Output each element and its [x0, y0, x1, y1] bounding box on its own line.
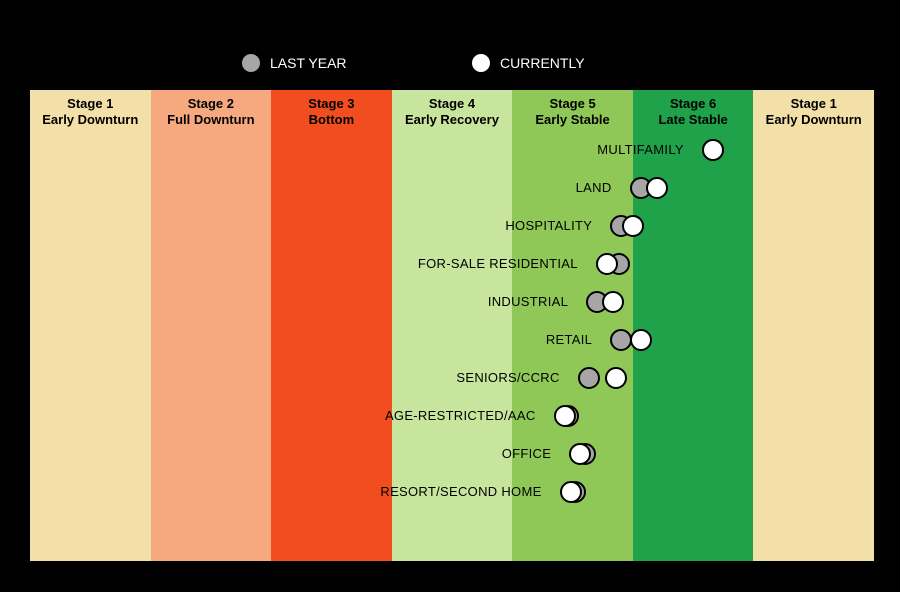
stage-header: Stage 1 Early Downturn — [30, 90, 151, 127]
marker-currently — [702, 139, 724, 161]
stage-header: Stage 6 Late Stable — [633, 90, 754, 127]
stage-header: Stage 4 Early Recovery — [392, 90, 513, 127]
row-label: HOSPITALITY — [505, 218, 592, 233]
stage-column: Stage 2 Full Downturn — [151, 90, 272, 561]
legend-marker-currently — [470, 52, 492, 74]
row-label: OFFICE — [502, 446, 551, 461]
stage-header: Stage 1 Early Downturn — [753, 90, 874, 127]
stage-column: Stage 6 Late Stable — [633, 90, 754, 561]
row-label: MULTIFAMILY — [597, 142, 684, 157]
stage-column: Stage 3 Bottom — [271, 90, 392, 561]
legend-last-year: LAST YEAR — [240, 52, 347, 74]
marker-currently — [554, 405, 576, 427]
row-label: RETAIL — [546, 332, 592, 347]
marker-last-year — [578, 367, 600, 389]
row-label: AGE-RESTRICTED/AAC — [385, 408, 536, 423]
legend-label: LAST YEAR — [270, 55, 347, 71]
stage-header: Stage 2 Full Downturn — [151, 90, 272, 127]
marker-currently — [560, 481, 582, 503]
stage-header: Stage 3 Bottom — [271, 90, 392, 127]
stage-header: Stage 5 Early Stable — [512, 90, 633, 127]
row-label: RESORT/SECOND HOME — [380, 484, 541, 499]
marker-currently — [602, 291, 624, 313]
row-label: LAND — [576, 180, 612, 195]
marker-currently — [630, 329, 652, 351]
row-label: SENIORS/CCRC — [456, 370, 559, 385]
legend-label: CURRENTLY — [500, 55, 585, 71]
legend-marker-last-year — [240, 52, 262, 74]
row-label: FOR-SALE RESIDENTIAL — [418, 256, 578, 271]
legend-currently: CURRENTLY — [470, 52, 585, 74]
stage-column: Stage 1 Early Downturn — [753, 90, 874, 561]
stage-column: Stage 1 Early Downturn — [30, 90, 151, 561]
row-label: INDUSTRIAL — [488, 294, 568, 309]
marker-currently — [596, 253, 618, 275]
